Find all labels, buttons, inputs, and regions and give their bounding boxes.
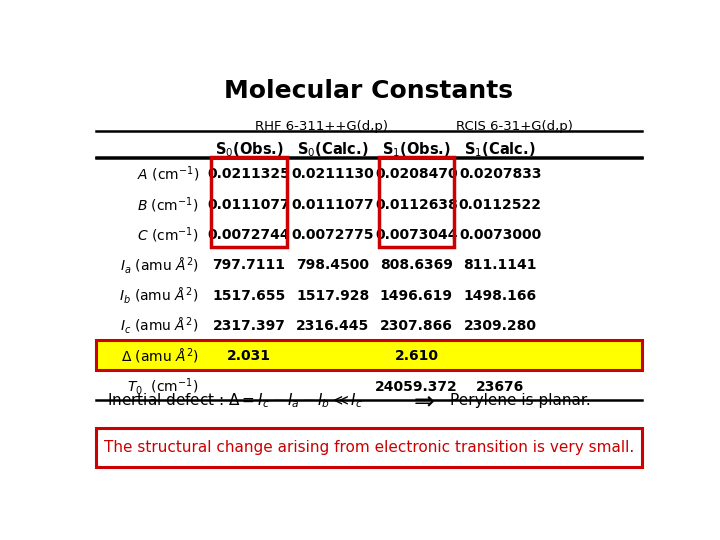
Text: RHF 6-311++G(d,p): RHF 6-311++G(d,p) (255, 120, 388, 133)
Text: 23676: 23676 (476, 380, 524, 394)
Text: $I_a$ (amu $\AA^2$): $I_a$ (amu $\AA^2$) (120, 255, 199, 276)
Text: $\Rightarrow$: $\Rightarrow$ (409, 389, 436, 413)
Text: $C$ (cm$^{-1}$): $C$ (cm$^{-1}$) (137, 225, 199, 245)
Text: 2.031: 2.031 (227, 349, 271, 363)
Text: 0.0208470: 0.0208470 (375, 167, 458, 181)
Text: 0.0111077: 0.0111077 (292, 198, 374, 212)
Text: 0.0112638: 0.0112638 (375, 198, 458, 212)
Text: 0.0111077: 0.0111077 (207, 198, 290, 212)
Text: $\Delta$ (amu $\AA^2$): $\Delta$ (amu $\AA^2$) (121, 347, 199, 366)
Text: 808.6369: 808.6369 (380, 259, 453, 272)
Text: 0.0073000: 0.0073000 (459, 228, 541, 242)
Text: 2316.445: 2316.445 (296, 319, 369, 333)
Text: 798.4500: 798.4500 (296, 259, 369, 272)
Text: 2.610: 2.610 (395, 349, 438, 363)
Text: $B$ (cm$^{-1}$): $B$ (cm$^{-1}$) (138, 195, 199, 214)
Text: S$_1$(Obs.): S$_1$(Obs.) (382, 140, 451, 159)
FancyBboxPatch shape (96, 428, 642, 467)
Text: 0.0073044: 0.0073044 (375, 228, 458, 242)
Text: S$_1$(Calc.): S$_1$(Calc.) (464, 140, 536, 159)
Text: 811.1141: 811.1141 (464, 259, 537, 272)
Text: $T_0$  (cm$^{-1}$): $T_0$ (cm$^{-1}$) (127, 376, 199, 397)
Text: 2307.866: 2307.866 (380, 319, 453, 333)
Text: 2309.280: 2309.280 (464, 319, 536, 333)
FancyBboxPatch shape (96, 340, 642, 369)
Text: RCIS 6-31+G(d,p): RCIS 6-31+G(d,p) (456, 120, 572, 133)
Text: 0.0112522: 0.0112522 (459, 198, 541, 212)
Text: 1496.619: 1496.619 (380, 289, 453, 303)
Text: $I_b$ (amu $\AA^2$): $I_b$ (amu $\AA^2$) (120, 286, 199, 306)
Text: 24059.372: 24059.372 (375, 380, 458, 394)
Text: S$_0$(Calc.): S$_0$(Calc.) (297, 140, 369, 159)
Text: 0.0072775: 0.0072775 (292, 228, 374, 242)
Text: S$_0$(Obs.): S$_0$(Obs.) (215, 140, 284, 159)
Text: Inertial defect : $\Delta = I_c - I_a - I_b \ll I_c$: Inertial defect : $\Delta = I_c - I_a - … (107, 392, 363, 410)
Text: 1517.928: 1517.928 (296, 289, 369, 303)
Text: Molecular Constants: Molecular Constants (225, 79, 513, 103)
Text: 797.7111: 797.7111 (212, 259, 286, 272)
Text: 0.0072744: 0.0072744 (207, 228, 290, 242)
Text: $A$ (cm$^{-1}$): $A$ (cm$^{-1}$) (137, 165, 199, 184)
Text: Perylene is planar.: Perylene is planar. (450, 393, 590, 408)
Text: 2317.397: 2317.397 (212, 319, 285, 333)
Text: 0.0211130: 0.0211130 (292, 167, 374, 181)
Text: 0.0207833: 0.0207833 (459, 167, 541, 181)
Text: The structural change arising from electronic transition is very small.: The structural change arising from elect… (104, 440, 634, 455)
Text: 1517.655: 1517.655 (212, 289, 286, 303)
Text: $I_c$ (amu $\AA^2$): $I_c$ (amu $\AA^2$) (120, 316, 199, 336)
Text: 1498.166: 1498.166 (464, 289, 536, 303)
Text: 0.0211325: 0.0211325 (207, 167, 290, 181)
